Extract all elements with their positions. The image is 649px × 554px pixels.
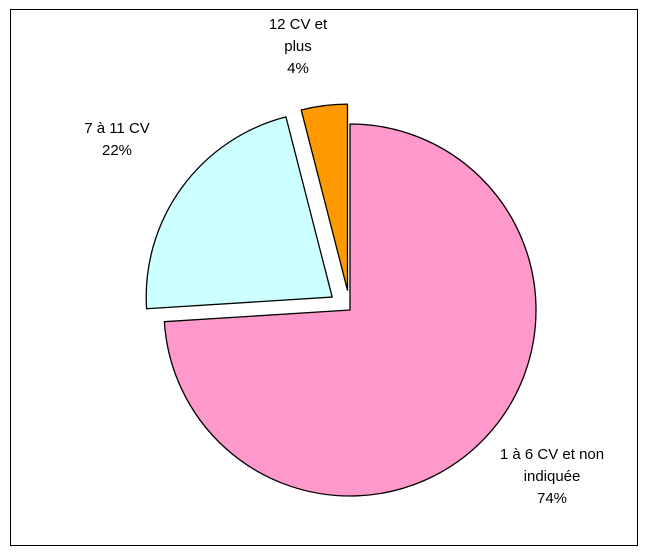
slice-category: 7 à 11 CV <box>84 120 150 137</box>
slice-label: 7 à 11 CV 22% <box>62 118 172 162</box>
slice-value: 22% <box>101 142 133 159</box>
slice-category: 12 CV et plus <box>268 16 328 55</box>
pie-slice <box>145 116 333 310</box>
slice-label: 1 à 6 CV et non indiquée 74% <box>492 444 612 510</box>
slice-value: 4% <box>287 60 309 77</box>
pie-slice <box>300 103 349 291</box>
pie-slice <box>163 123 537 497</box>
slice-label: 12 CV et plus 4% <box>262 14 334 80</box>
slice-value: 74% <box>536 490 568 507</box>
slice-category: 1 à 6 CV et non indiquée <box>499 446 605 485</box>
chart-border <box>10 9 638 546</box>
